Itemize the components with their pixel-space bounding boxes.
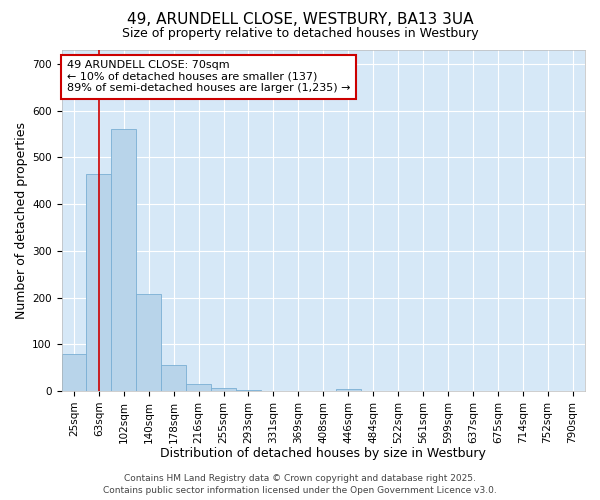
Text: Contains HM Land Registry data © Crown copyright and database right 2025.
Contai: Contains HM Land Registry data © Crown c… (103, 474, 497, 495)
Bar (136, 294, 161, 391)
Bar (112, 130, 136, 391)
Bar (86, 174, 112, 391)
X-axis label: Distribution of detached houses by size in Westbury: Distribution of detached houses by size … (160, 447, 486, 460)
Text: Size of property relative to detached houses in Westbury: Size of property relative to detached ho… (122, 28, 478, 40)
Bar (211, 388, 236, 391)
Bar (336, 388, 361, 391)
Bar (236, 390, 261, 391)
Text: 49 ARUNDELL CLOSE: 70sqm
← 10% of detached houses are smaller (137)
89% of semi-: 49 ARUNDELL CLOSE: 70sqm ← 10% of detach… (67, 60, 350, 94)
Bar (62, 354, 86, 391)
Y-axis label: Number of detached properties: Number of detached properties (15, 122, 28, 319)
Text: 49, ARUNDELL CLOSE, WESTBURY, BA13 3UA: 49, ARUNDELL CLOSE, WESTBURY, BA13 3UA (127, 12, 473, 28)
Bar (186, 384, 211, 391)
Bar (161, 366, 186, 391)
